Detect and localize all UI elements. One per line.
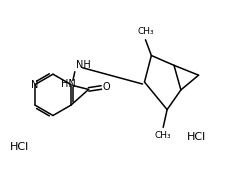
Text: NH: NH <box>76 60 91 70</box>
Text: CH₃: CH₃ <box>137 27 154 36</box>
Text: CH₃: CH₃ <box>155 131 171 140</box>
Text: O: O <box>103 82 110 93</box>
Text: HCl: HCl <box>10 142 29 152</box>
Text: N: N <box>31 81 39 90</box>
Text: HCl: HCl <box>187 132 206 142</box>
Text: HN: HN <box>61 78 75 89</box>
